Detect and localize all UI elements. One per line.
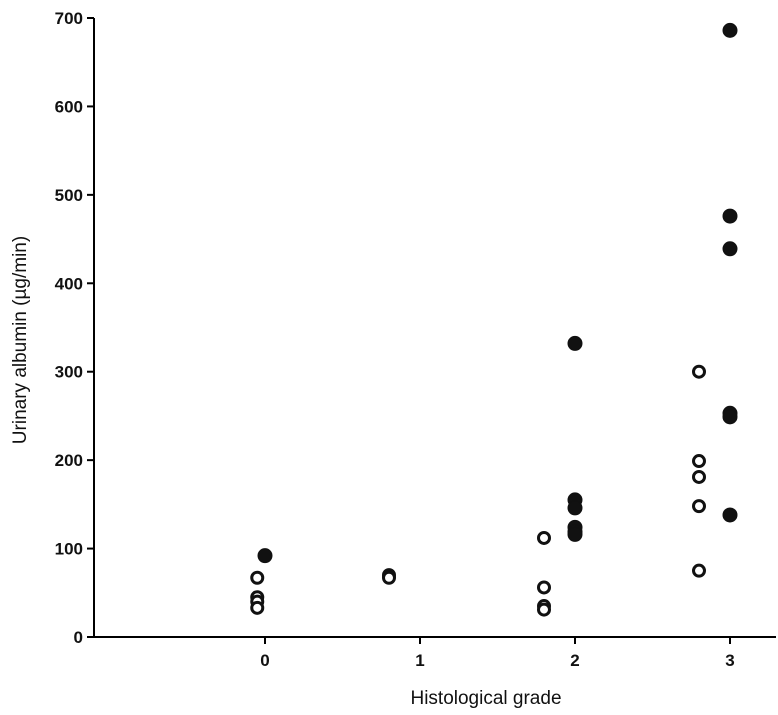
x-tick-label: 3 bbox=[725, 651, 734, 670]
open-point bbox=[692, 499, 706, 514]
open-point bbox=[692, 364, 706, 379]
open-point bbox=[250, 570, 265, 585]
open-point bbox=[537, 602, 551, 617]
filled-point bbox=[722, 507, 738, 523]
axes bbox=[93, 18, 776, 638]
y-tick-label: 700 bbox=[55, 9, 83, 28]
open-point bbox=[692, 563, 706, 578]
filled-point bbox=[567, 500, 583, 516]
data-points bbox=[250, 22, 738, 617]
filled-point bbox=[722, 409, 738, 425]
filled-point bbox=[722, 22, 738, 38]
open-point bbox=[382, 570, 396, 585]
filled-point bbox=[722, 241, 738, 257]
y-tick-label: 300 bbox=[55, 363, 83, 382]
open-point bbox=[250, 600, 265, 615]
y-tick-label: 400 bbox=[55, 274, 83, 293]
y-tick-label: 0 bbox=[74, 628, 83, 647]
open-point bbox=[692, 469, 706, 484]
open-point bbox=[537, 530, 551, 545]
y-tick-label: 100 bbox=[55, 540, 83, 559]
open-point bbox=[537, 580, 551, 595]
filled-point bbox=[722, 208, 738, 224]
x-axis-title: Histological grade bbox=[410, 688, 561, 709]
y-axis-title: Urinary albumin (µg/min) bbox=[10, 236, 31, 444]
x-tick-label: 2 bbox=[570, 651, 579, 670]
y-tick-label: 200 bbox=[55, 451, 83, 470]
ticks: 0 100 200 300 400 500 600 700 0 1 2 3 bbox=[55, 9, 735, 670]
y-tick-label: 600 bbox=[55, 97, 83, 116]
filled-point bbox=[567, 335, 583, 351]
filled-point bbox=[567, 526, 583, 542]
x-tick-label: 0 bbox=[260, 651, 269, 670]
filled-point bbox=[257, 548, 273, 564]
x-tick-label: 1 bbox=[415, 651, 424, 670]
y-tick-label: 500 bbox=[55, 186, 83, 205]
open-point bbox=[692, 454, 706, 469]
